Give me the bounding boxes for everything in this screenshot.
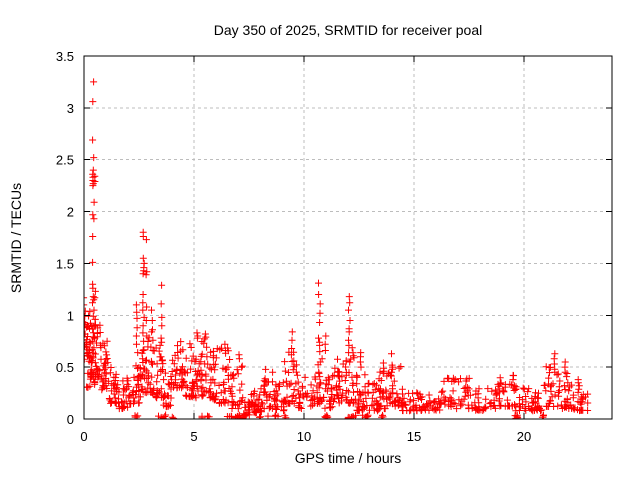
x-tick-label: 15 [407, 429, 421, 444]
y-tick-label: 2.5 [56, 153, 74, 168]
y-tick-label: 0.5 [56, 360, 74, 375]
chart-title: Day 350 of 2025, SRMTID for receiver poa… [214, 22, 482, 38]
y-tick-label: 1.5 [56, 256, 74, 271]
scatter-markers [84, 78, 592, 419]
plot-border [83, 55, 613, 420]
x-tick-label: 10 [297, 429, 311, 444]
data-points [84, 78, 592, 419]
axes: 0 0.5 1 1.5 2 2.5 3 3.5 0 5 10 15 20 [56, 49, 613, 444]
y-tick-label: 3 [67, 101, 74, 116]
x-tick-label: 20 [517, 429, 531, 444]
x-tick-label: 5 [190, 429, 197, 444]
y-axis-label: SRMTID / TECUs [8, 183, 24, 293]
x-tick-label: 0 [80, 429, 87, 444]
y-tick-label: 3.5 [56, 49, 74, 64]
tick-marks [83, 55, 612, 420]
x-axis-label: GPS time / hours [295, 450, 402, 466]
y-tick-label: 1 [67, 308, 74, 323]
y-tick-label: 0 [67, 412, 74, 427]
y-tick-label: 2 [67, 205, 74, 220]
